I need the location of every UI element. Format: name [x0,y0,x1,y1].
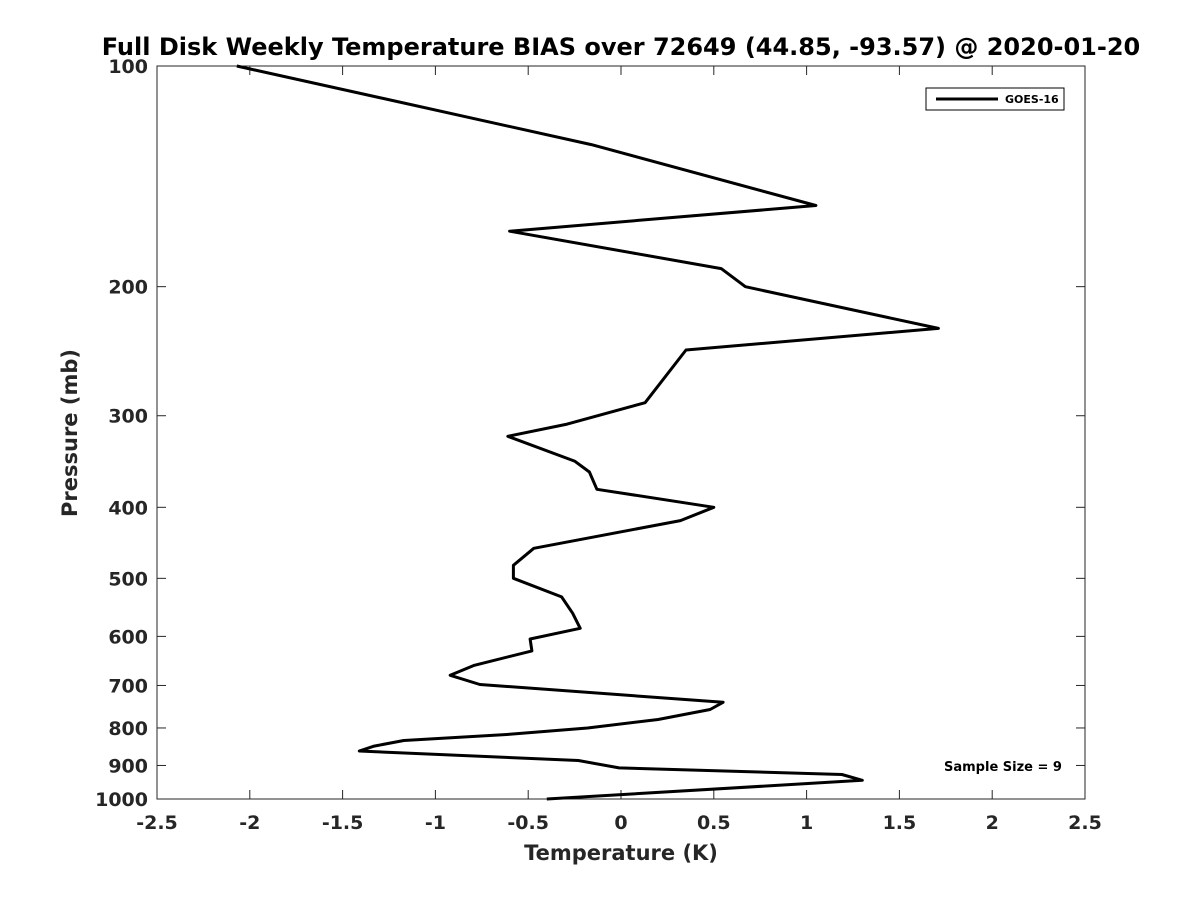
x-tick-label: -2 [239,812,260,834]
x-tick-label: 2.5 [1068,812,1102,834]
x-tick-label: -0.5 [507,812,549,834]
y-tick-label: 1000 [95,789,148,811]
y-tick-label: 900 [108,755,148,777]
chart-title: Full Disk Weekly Temperature BIAS over 7… [102,33,1141,61]
x-tick-label: -2.5 [136,812,178,834]
y-tick-label: 200 [108,277,148,299]
y-tick-label: 400 [108,497,148,519]
series-line-goes-16 [236,64,940,801]
plot-area-frame [156,65,1086,800]
y-tick-label: 600 [108,626,148,648]
x-axis-label: Temperature (K) [524,841,718,865]
y-tick-label: 800 [108,718,148,740]
y-tick-label: 100 [108,56,148,78]
y-axis-label: Pressure (mb) [58,349,82,517]
x-tick-label: 2 [986,812,999,834]
x-tick-label: 0.5 [697,812,731,834]
sample-size-annotation: Sample Size = 9 [944,760,1062,775]
y-tick-label: 500 [108,568,148,590]
y-tick-label: 300 [108,406,148,428]
x-axis: -2.5 -2 -1.5 -1 -0.5 0 0.5 1 1.5 2 2.5 [136,66,1102,834]
x-tick-label: -1.5 [322,812,364,834]
x-tick-label: -1 [425,812,446,834]
y-tick-label: 700 [108,675,148,697]
legend-label-goes-16: GOES-16 [1005,93,1059,106]
y-axis: 100 200 300 400 500 600 700 800 900 1000 [95,56,1085,811]
x-tick-label: 0 [614,812,627,834]
x-tick-label: 1 [800,812,813,834]
legend: GOES-16 [925,87,1065,111]
x-tick-label: 1.5 [883,812,917,834]
